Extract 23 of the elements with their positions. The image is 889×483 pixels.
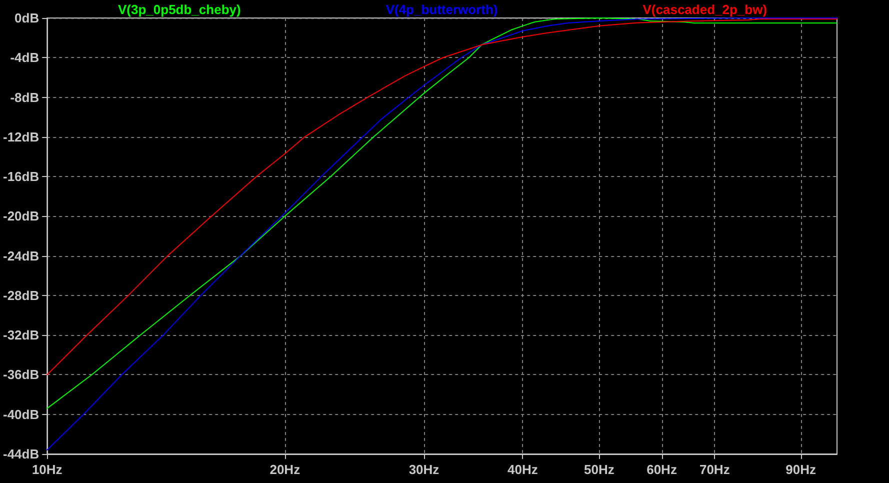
text: V(3p_0p5db_cheby) [118,2,241,17]
x-tick-label: 50Hz [584,462,615,477]
y-tick-label: -40dB [2,406,40,422]
x-tick-label: 60Hz [646,462,678,477]
y-tick-label: -44dB [2,446,40,462]
y-tick-label: -16dB [2,169,40,184]
series-label: V(cascaded_2p_bw) [642,2,768,17]
y-tick-label: -4dB [10,50,40,66]
x-tick-label: 90Hz [786,462,817,477]
x-tick-label: 10Hz [32,462,63,477]
y-tick-label: -12dB [2,129,40,144]
x-tick-label: 70Hz [699,462,730,477]
y-tick-label: 0dB [14,10,40,26]
y-tick-label: -28dB [2,288,40,303]
y-tick-label: -20dB [2,208,40,224]
y-tick-label: -24dB [2,248,40,264]
y-tick-label: -8dB [10,90,40,105]
series-label: V(4p_butterworth) [386,2,498,17]
x-tick-label: 40Hz [507,462,538,477]
y-tick-label: -36dB [2,367,40,382]
y-tick-label: -32dB [2,328,40,343]
x-tick-label: 30Hz [408,462,440,477]
x-tick-label: 20Hz [270,462,301,477]
